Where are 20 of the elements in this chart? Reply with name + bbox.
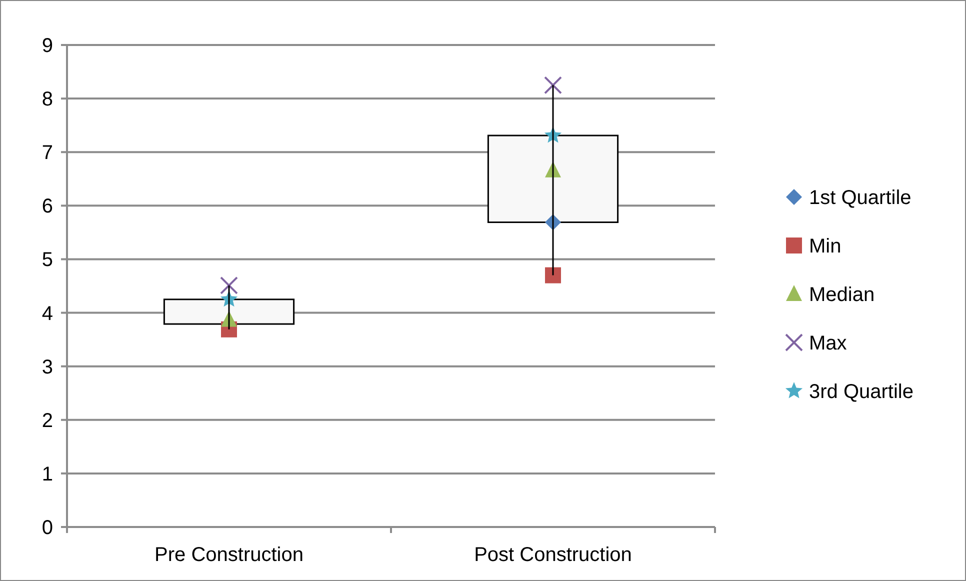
legend-label: Median bbox=[809, 284, 875, 306]
y-tick-label: 0 bbox=[42, 517, 53, 539]
y-tick-label: 2 bbox=[42, 410, 53, 432]
y-tick-label: 6 bbox=[42, 196, 53, 218]
x-tick-label: Post Construction bbox=[474, 544, 632, 566]
point bbox=[544, 76, 562, 94]
legend-label: 1st Quartile bbox=[809, 187, 912, 209]
point bbox=[545, 267, 561, 284]
y-tick-label: 1 bbox=[42, 463, 53, 486]
legend-label: 3rd Quartile bbox=[809, 381, 914, 403]
x-tick-label: Pre Construction bbox=[154, 544, 304, 566]
y-tick-label: 3 bbox=[42, 356, 53, 378]
y-tick-label: 5 bbox=[42, 249, 53, 272]
point bbox=[220, 276, 238, 294]
y-tick-label: 9 bbox=[42, 35, 53, 57]
legend-label: Min bbox=[809, 236, 842, 258]
y-tick-label: 7 bbox=[42, 142, 53, 164]
legend-label: Max bbox=[809, 332, 847, 354]
y-tick-label: 4 bbox=[42, 302, 53, 325]
y-tick-label: 8 bbox=[42, 88, 53, 111]
